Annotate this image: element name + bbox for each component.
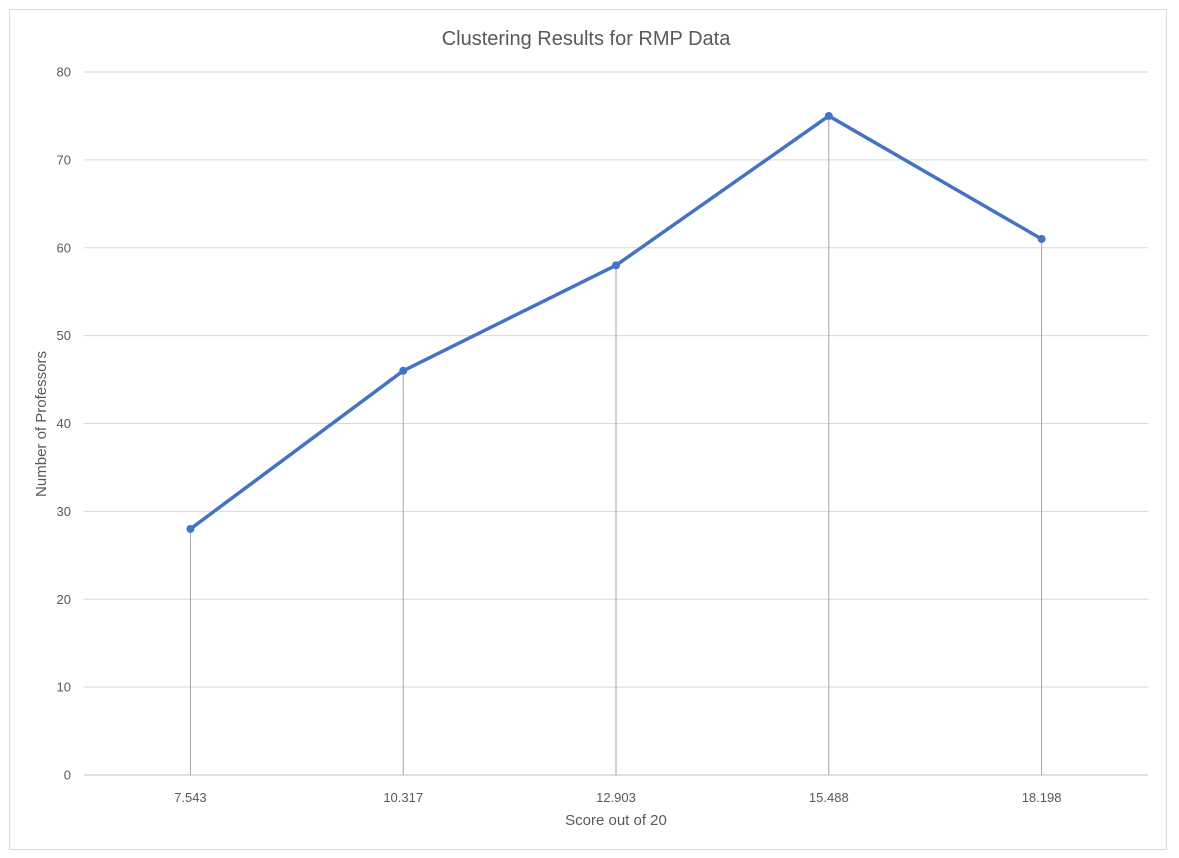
data-point — [399, 366, 408, 375]
data-point — [186, 524, 195, 533]
x-axis-title: Score out of 20 — [565, 812, 667, 829]
x-tick-label: 15.488 — [809, 790, 849, 805]
x-tick-label: 12.903 — [596, 790, 636, 805]
data-point — [824, 111, 833, 120]
y-tick-label: 70 — [57, 152, 71, 167]
y-tick-label: 10 — [57, 680, 71, 695]
x-tick-label: 7.543 — [174, 790, 207, 805]
y-tick-label: 60 — [57, 240, 71, 255]
drop-lines — [189, 115, 1043, 775]
y-tick-label: 20 — [57, 592, 71, 607]
y-axis-title: Number of Professors — [33, 351, 50, 497]
x-tick-label: 18.198 — [1022, 790, 1062, 805]
y-tick-label: 80 — [57, 65, 71, 80]
y-tick-label: 30 — [57, 504, 71, 519]
chart-title: Clustering Results for RMP Data — [442, 28, 732, 50]
data-point — [612, 261, 620, 270]
y-axis-ticks: 0 10 20 30 40 50 60 70 80 — [57, 65, 71, 783]
y-tick-label: 50 — [57, 328, 71, 343]
x-tick-label: 10.317 — [383, 790, 423, 805]
series-group — [186, 111, 1046, 533]
y-tick-label: 0 — [64, 768, 71, 783]
data-point — [1037, 234, 1046, 243]
y-tick-label: 40 — [57, 416, 71, 431]
x-axis-ticks: 7.543 10.317 12.903 15.488 18.198 — [174, 790, 1061, 805]
chart-frame — [9, 9, 1167, 850]
